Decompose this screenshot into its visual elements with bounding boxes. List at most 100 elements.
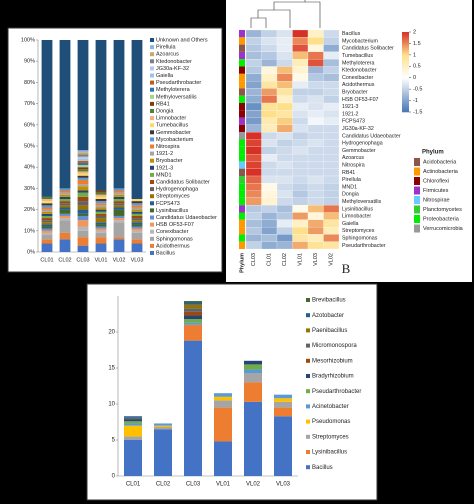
- heat-cell: [292, 175, 309, 184]
- phylum-swatch: [414, 224, 420, 233]
- bar-segment: [95, 218, 107, 223]
- heat-cell: [323, 146, 340, 155]
- bar-segment: [214, 393, 232, 397]
- heat-cell: [323, 234, 340, 242]
- y-tick-label: 90%: [24, 59, 35, 65]
- bar-segment: [113, 218, 125, 221]
- heat-cell: [245, 146, 262, 155]
- x-tick-label: CL03: [76, 257, 89, 263]
- colorbar-step: [402, 88, 409, 91]
- heat-cell: [323, 88, 340, 96]
- bar-segment: [59, 190, 71, 193]
- heat-cell: [261, 95, 278, 104]
- heat-cell: [307, 205, 324, 213]
- bar-segment: [113, 201, 125, 204]
- heat-cell: [245, 241, 262, 250]
- bar-segment: [77, 230, 89, 238]
- legend-label: Micromonospora: [312, 343, 357, 349]
- bar-segment: [113, 205, 125, 208]
- phylum-label: Nitrospirae: [423, 197, 450, 203]
- bar-segment: [59, 209, 71, 214]
- bar-segment: [131, 226, 143, 229]
- legend-swatch: [150, 66, 154, 71]
- heat-cell: [307, 117, 324, 125]
- legend-label: Nitrospira: [156, 144, 180, 150]
- heat-cell: [245, 80, 262, 89]
- y-tick-label: 5: [112, 438, 116, 444]
- heat-cell: [323, 219, 340, 228]
- bar-segment: [41, 209, 53, 212]
- legend-label: Lysinibacillus: [312, 450, 347, 456]
- heat-cell: [323, 110, 340, 118]
- phylum-swatch: [414, 186, 420, 195]
- x-tick-label: CL03: [186, 482, 201, 488]
- row-label: 1921-2: [342, 111, 359, 117]
- legend-label: MND1: [156, 172, 172, 178]
- phylum-cell: [239, 241, 245, 249]
- bar-segment: [77, 167, 89, 170]
- heat-cell: [292, 37, 309, 45]
- legend-swatch: [306, 465, 310, 470]
- bar-segment: [41, 239, 53, 244]
- row-label: Pseudarthrobacter: [342, 243, 386, 249]
- bar-segment: [154, 429, 172, 476]
- heat-cell: [307, 102, 324, 111]
- bar-segment: [113, 207, 125, 210]
- bar-segment: [59, 220, 71, 233]
- heat-cell: [276, 66, 293, 74]
- heat-cell: [323, 44, 340, 52]
- legend-label: Bradyrhizobium: [312, 374, 354, 380]
- bar-segment: [95, 190, 107, 193]
- bar-segment: [95, 243, 107, 252]
- legend-swatch: [150, 130, 154, 135]
- bar-segment: [131, 232, 143, 240]
- heat-cell: [245, 234, 262, 242]
- phylum-label: Verrucomicrobia: [423, 226, 464, 232]
- heat-cell: [261, 197, 278, 206]
- heat-cell: [245, 197, 262, 206]
- bar-segment: [184, 301, 202, 303]
- colorbar-step: [402, 82, 409, 85]
- heat-cell: [261, 44, 278, 52]
- bar-segment: [214, 407, 232, 442]
- bar-segment: [184, 302, 202, 305]
- legend-swatch: [150, 194, 154, 199]
- bar-segment: [41, 205, 53, 208]
- heat-cell: [323, 117, 340, 125]
- legend-swatch: [150, 151, 154, 156]
- row-label: FCPS473: [342, 119, 365, 125]
- heat-cell: [292, 132, 309, 140]
- heat-cell: [292, 154, 309, 162]
- bar-segment: [59, 203, 71, 206]
- bar-segment: [95, 228, 107, 231]
- heat-cell: [276, 117, 293, 125]
- bar-segment: [77, 190, 89, 193]
- bar-segment: [274, 398, 292, 402]
- bar-segment: [77, 179, 89, 185]
- legend-label: Tumebacillus: [156, 123, 188, 129]
- heat-cell: [323, 29, 340, 38]
- legend-label: Candidatus Solibacter: [156, 179, 210, 185]
- bar-segment: [59, 215, 71, 219]
- legend-label: Pseudomonas: [312, 419, 350, 425]
- bar-segment: [77, 169, 89, 172]
- legend-swatch: [150, 52, 154, 57]
- bar-segment: [77, 245, 89, 252]
- legend-swatch: [150, 222, 154, 227]
- bar-segment: [77, 186, 89, 191]
- phylum-cell: [239, 176, 245, 184]
- bar-segment: [95, 222, 107, 225]
- legend-swatch: [306, 343, 310, 348]
- legend-label: Acidothermus: [156, 243, 190, 249]
- bar-segment: [274, 401, 292, 408]
- heat-cell: [261, 80, 278, 89]
- heat-cell: [323, 227, 340, 235]
- bar-segment: [113, 209, 125, 216]
- bar-segment: [77, 160, 89, 163]
- heat-cell: [245, 205, 262, 213]
- heat-cell: [323, 197, 340, 206]
- phylum-cell: [239, 88, 245, 96]
- bar-segment: [77, 209, 89, 214]
- heat-cell: [323, 59, 340, 67]
- colorbar-step: [402, 78, 409, 81]
